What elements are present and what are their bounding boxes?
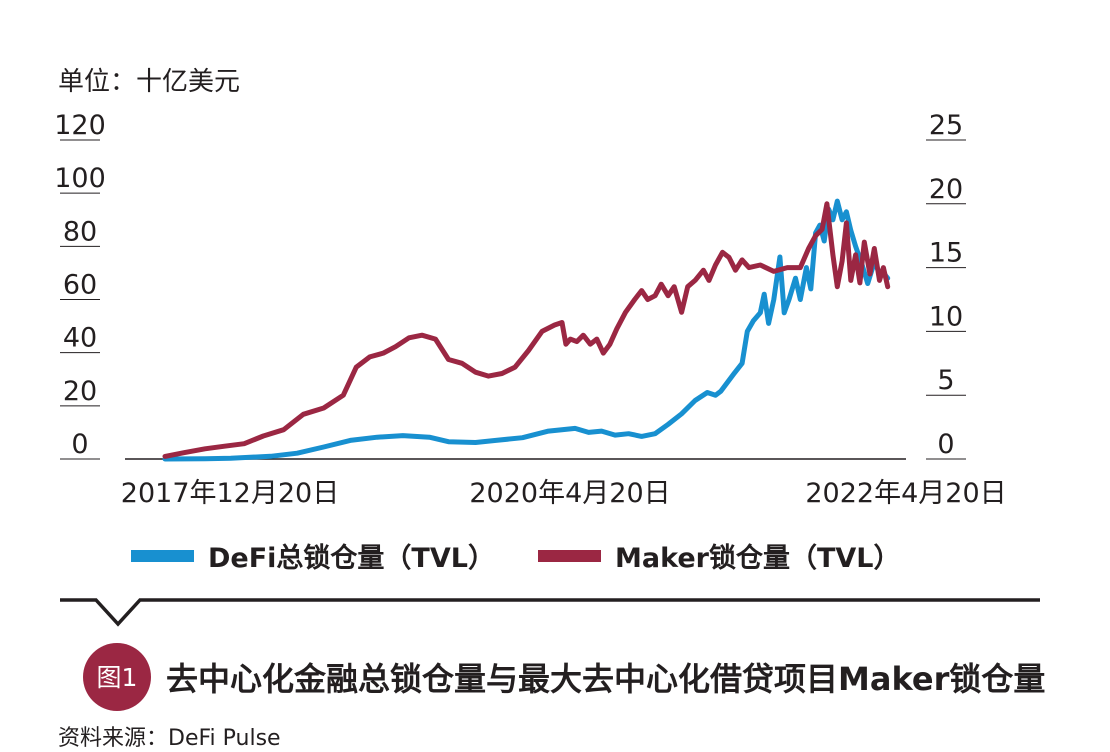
left-tick-label: 0 [71,429,88,460]
series-layer [162,198,891,462]
left-tick-label: 20 [63,376,97,407]
right-tick-label: 20 [929,174,963,205]
x-tick-label: 2017年12月20日 [121,478,339,509]
figure-badge-label: 图1 [97,663,138,692]
left-tick-label: 60 [63,270,97,301]
legend-swatch-maker [538,550,601,562]
right-tick-label: 0 [937,429,954,460]
divider-line [60,598,1040,627]
series-line-defi [162,198,891,462]
legend: DeFi总锁仓量（TVL） Maker锁仓量（TVL） [131,542,900,574]
right-tick-label: 10 [929,301,963,332]
right-tick-label: 5 [937,365,954,396]
figure-badge [83,643,151,711]
x-tick-label: 2020年4月20日 [469,478,670,509]
left-tick-label: 120 [54,110,106,141]
left-tick-label: 100 [54,163,106,194]
right-tick-label: 25 [929,110,963,141]
left-tick-label: 80 [63,216,97,247]
left-tick-label: 40 [63,323,97,354]
x-tick-label: 2022年4月20日 [805,478,1006,509]
legend-label-maker: Maker锁仓量（TVL） [615,542,900,574]
right-tick-label: 15 [929,238,963,269]
series-line-maker [162,201,891,459]
source-note: 资料来源：DeFi Pulse [58,726,281,751]
legend-label-defi: DeFi总锁仓量（TVL） [208,542,495,574]
unit-label: 单位：十亿美元 [58,67,240,97]
left-axis: 120 100 80 60 40 20 0 [54,110,106,460]
right-axis: 25 20 15 10 5 0 [926,110,966,460]
legend-swatch-defi [131,550,194,562]
figure-title: 去中心化金融总锁仓量与最大去中心化借贷项目Maker锁仓量 [166,660,1045,698]
